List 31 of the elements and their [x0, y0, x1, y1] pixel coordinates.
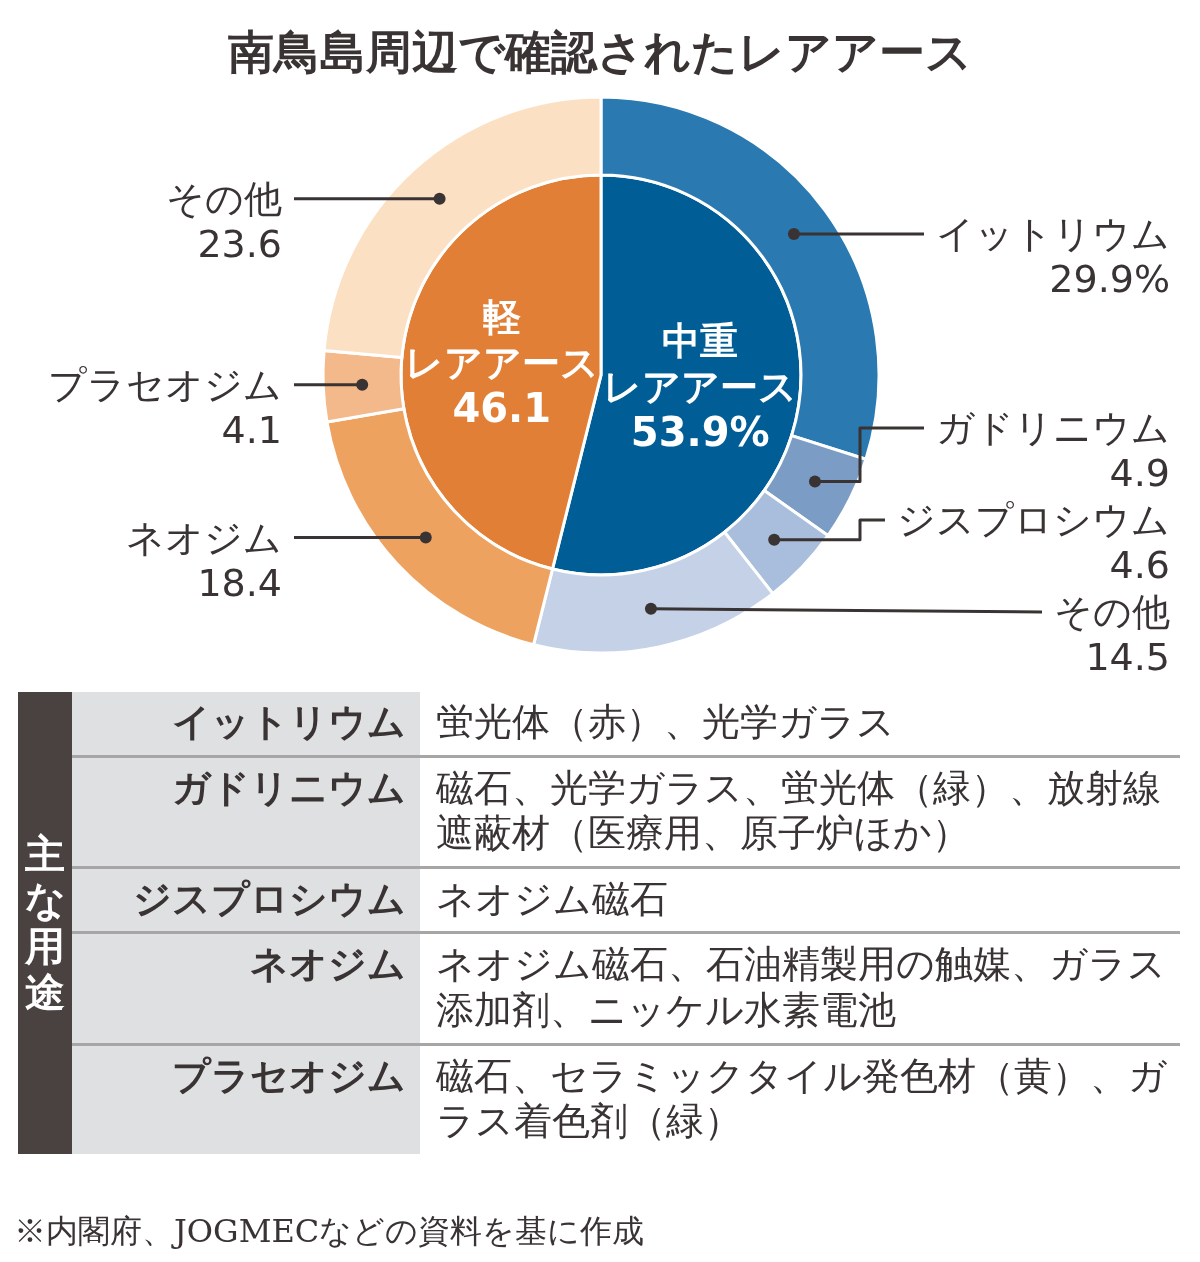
slice-label: 中重レアアース — [603, 319, 798, 410]
slice-label: 軽レアアース — [404, 294, 599, 385]
text: ネオジム磁石 — [420, 867, 1180, 933]
data-label: 29.9% — [1049, 256, 1170, 301]
text: ガドリニウム — [72, 756, 420, 868]
data-label: 18.4 — [197, 560, 282, 605]
slice-label: その他 — [1054, 590, 1170, 634]
text: イットリウム — [72, 692, 420, 757]
data-label: 4.9 — [1109, 451, 1170, 495]
text: ジスプロシウム — [72, 867, 420, 933]
data-label: 53.9% — [630, 409, 770, 456]
text: ネオジム — [72, 932, 420, 1045]
data-label: 46.1 — [452, 384, 552, 431]
slice-label: イットリウム — [936, 211, 1170, 256]
text: プラセオジム — [72, 1044, 420, 1154]
slice-label: ジスプロシウム — [897, 498, 1170, 542]
data-label: 4.1 — [221, 407, 282, 452]
slice-label: プラセオジム — [48, 362, 282, 407]
slice-label: ネオジム — [126, 515, 282, 560]
text: ※内閣府、JOGMECなどの資料を基に作成 — [14, 1211, 645, 1252]
data-label: 4.6 — [1109, 543, 1170, 587]
slice-label: その他 — [166, 176, 282, 221]
text: ネオジム磁石、石油精製用の触媒、ガラス添加剤、ニッケル水素電池 — [420, 932, 1180, 1045]
data-label: 14.5 — [1085, 635, 1170, 679]
text: 磁石、光学ガラス、蛍光体（緑）、放射線遮蔽材（医療用、原子炉ほか） — [420, 756, 1180, 868]
chart-title: 南鳥島周辺で確認されたレアアース — [228, 25, 972, 79]
text: 主な用途 — [24, 830, 66, 1015]
text: 蛍光体（赤）、光学ガラス — [420, 692, 1180, 757]
text: 磁石、セラミックタイル発色材（黄）、ガラス着色剤（緑） — [435, 1052, 1168, 1146]
data-label: 23.6 — [197, 221, 282, 266]
slice-label: ガドリニウム — [936, 406, 1170, 450]
